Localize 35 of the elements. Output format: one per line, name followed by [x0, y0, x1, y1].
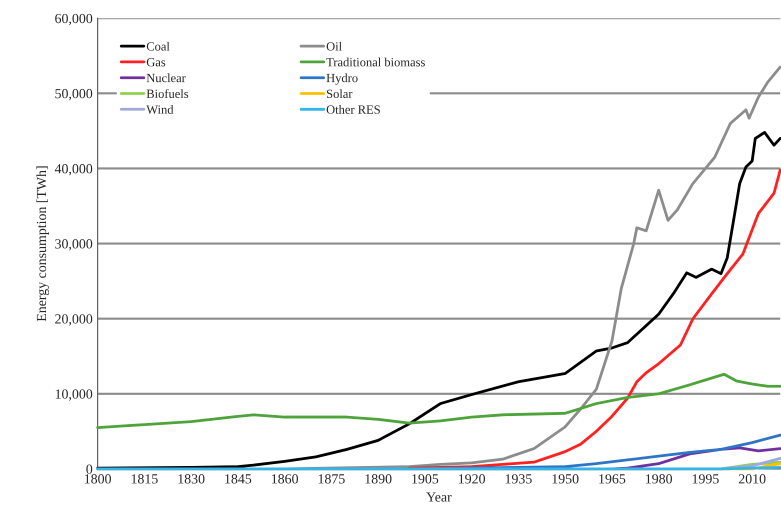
line-series: [96, 372, 781, 429]
y-tick-label: 50,000: [55, 88, 92, 100]
x-tick-label: 1830: [178, 474, 204, 484]
legend-label: Traditional biomass: [326, 58, 425, 66]
x-tick-label: 1875: [318, 474, 345, 484]
legend-label: Other RES: [326, 105, 380, 114]
y-tick-label: 10,000: [56, 389, 92, 401]
x-tick-label: 1950: [552, 474, 579, 484]
x-axis-title: Year: [426, 492, 452, 502]
y-tick-label: 60,000: [55, 14, 92, 26]
y-tick-label: 0: [86, 464, 92, 474]
x-tick-label: 1995: [692, 474, 719, 484]
x-tick-label: 1800: [84, 474, 111, 484]
x-tick-label: 1860: [272, 474, 298, 484]
legend-label: Solar: [326, 89, 352, 98]
legend-label: Biofuels: [146, 89, 188, 98]
legend-label: Wind: [146, 104, 174, 114]
legend-label: Hydro: [326, 73, 358, 85]
y-axis-title: Energy consumption [TWh]: [36, 166, 50, 322]
legend-label: Oil: [326, 42, 342, 51]
y-tick-label: 20,000: [55, 314, 92, 326]
x-tick-label: 2010: [738, 474, 766, 484]
x-tick-label: 1905: [412, 474, 438, 484]
legend-label: Gas: [146, 58, 166, 66]
legend-label: Coal: [146, 42, 170, 51]
x-tick-label: 1845: [225, 474, 252, 484]
x-tick-label: 1935: [506, 474, 532, 484]
x-tick-label: 1890: [365, 474, 392, 484]
y-tick-label: 40,000: [54, 164, 92, 176]
x-tick-label: 1980: [646, 474, 672, 484]
y-tick-label: 30,000: [55, 239, 92, 251]
x-tick-label: 1965: [599, 474, 626, 484]
x-tick-label: 1920: [458, 474, 486, 484]
x-tick-label: 1815: [132, 474, 158, 484]
legend-label: Nuclear: [146, 73, 186, 82]
